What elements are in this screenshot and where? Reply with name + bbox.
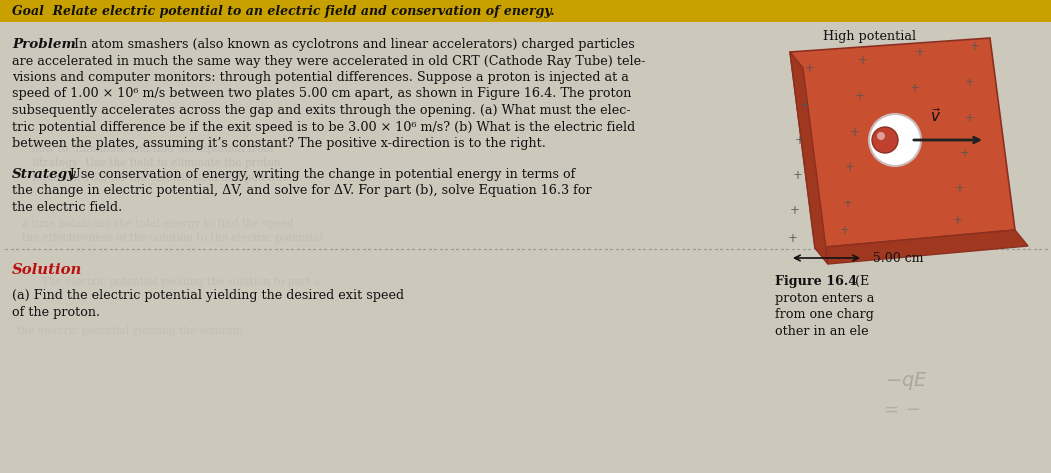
Text: +: + [795,133,805,147]
Text: +: + [955,182,965,194]
Text: +: + [915,46,925,60]
Text: Strategy  Use the field to eliminate the proton: Strategy Use the field to eliminate the … [32,158,281,168]
Text: speed of 1.00 × 10⁶ m/s between two plates 5.00 cm apart, as shown in Figure 16.: speed of 1.00 × 10⁶ m/s between two plat… [12,88,632,100]
Text: the electric potential yielding the solution.: the electric potential yielding the solu… [17,326,246,336]
Text: (E: (E [847,275,869,288]
Text: +: + [965,112,975,124]
Text: The electric potential yielding the solution to part a: The electric potential yielding the solu… [42,277,320,287]
Text: +: + [856,89,865,103]
Text: the change in electric potential, ΔV, and solve for ΔV. For part (b), solve Equa: the change in electric potential, ΔV, an… [12,184,592,197]
Text: other in an ele: other in an ele [775,324,868,338]
Text: Goal  Relate electric potential to an electric field and conservation of energy.: Goal Relate electric potential to an ele… [12,5,555,18]
Text: Figure 16.4: Figure 16.4 [775,275,858,288]
Text: +: + [805,61,815,75]
Text: +: + [965,76,975,88]
Text: a time balancing the total energy to find the speed: a time balancing the total energy to fin… [22,219,294,229]
Text: proton enters a: proton enters a [775,291,874,305]
Text: $\vec{v}$: $\vec{v}$ [930,107,942,125]
Text: Equation 16.3 for the electric field and potential: Equation 16.3 for the electric field and… [32,173,292,183]
Text: Use conservation of energy, writing the change in potential energy in terms of: Use conservation of energy, writing the … [70,167,575,181]
Text: +: + [953,213,963,227]
Text: In atom smashers (also known as cyclotrons and linear accelerators) charged part: In atom smashers (also known as cyclotro… [74,38,635,51]
Bar [0,0,1051,22]
Text: +: + [800,98,810,112]
Text: +: + [910,82,920,96]
Text: how to. Eliminate and find the equation from: how to. Eliminate and find the equation … [32,143,273,154]
Polygon shape [790,38,1015,248]
Text: High potential: High potential [823,30,916,43]
Text: $= -$: $= -$ [880,400,921,418]
Text: the effectiveness of the solution to the electric potential: the effectiveness of the solution to the… [22,233,323,243]
Text: of the proton.: of the proton. [12,306,100,318]
Text: +: + [850,125,860,139]
Text: Strategy: Strategy [12,167,76,181]
Text: +: + [788,231,798,245]
Text: +: + [858,53,868,67]
Text: from one charg: from one charg [775,308,873,321]
Circle shape [872,127,898,153]
Text: the electric field.: the electric field. [12,201,122,213]
Text: +: + [840,224,850,236]
Text: $-qE$: $-qE$ [885,370,928,392]
Text: between the plates, assuming it’s constant? The positive x-direction is to the r: between the plates, assuming it’s consta… [12,137,545,150]
Text: Problem: Problem [12,38,76,51]
Text: are accelerated in much the same way they were accelerated in old CRT (Cathode R: are accelerated in much the same way the… [12,54,645,68]
Polygon shape [815,230,1028,264]
Text: +: + [970,41,980,53]
Text: +: + [790,203,800,217]
Text: +: + [843,196,853,210]
Text: +: + [794,168,803,182]
Text: visions and computer monitors: through potential differences. Suppose a proton i: visions and computer monitors: through p… [12,71,628,84]
Text: +: + [845,160,854,174]
Polygon shape [790,52,828,264]
Text: subsequently accelerates across the gap and exits through the opening. (a) What : subsequently accelerates across the gap … [12,104,631,117]
Text: 5.00 cm: 5.00 cm [869,252,924,264]
Text: (a) Find the electric potential yielding the desired exit speed: (a) Find the electric potential yielding… [12,289,405,302]
Circle shape [877,132,885,140]
Circle shape [869,114,921,166]
Text: Solution: Solution [12,263,82,277]
Text: tric potential difference be if the exit speed is to be 3.00 × 10⁶ m/s? (b) What: tric potential difference be if the exit… [12,121,635,133]
Text: +: + [960,147,970,159]
